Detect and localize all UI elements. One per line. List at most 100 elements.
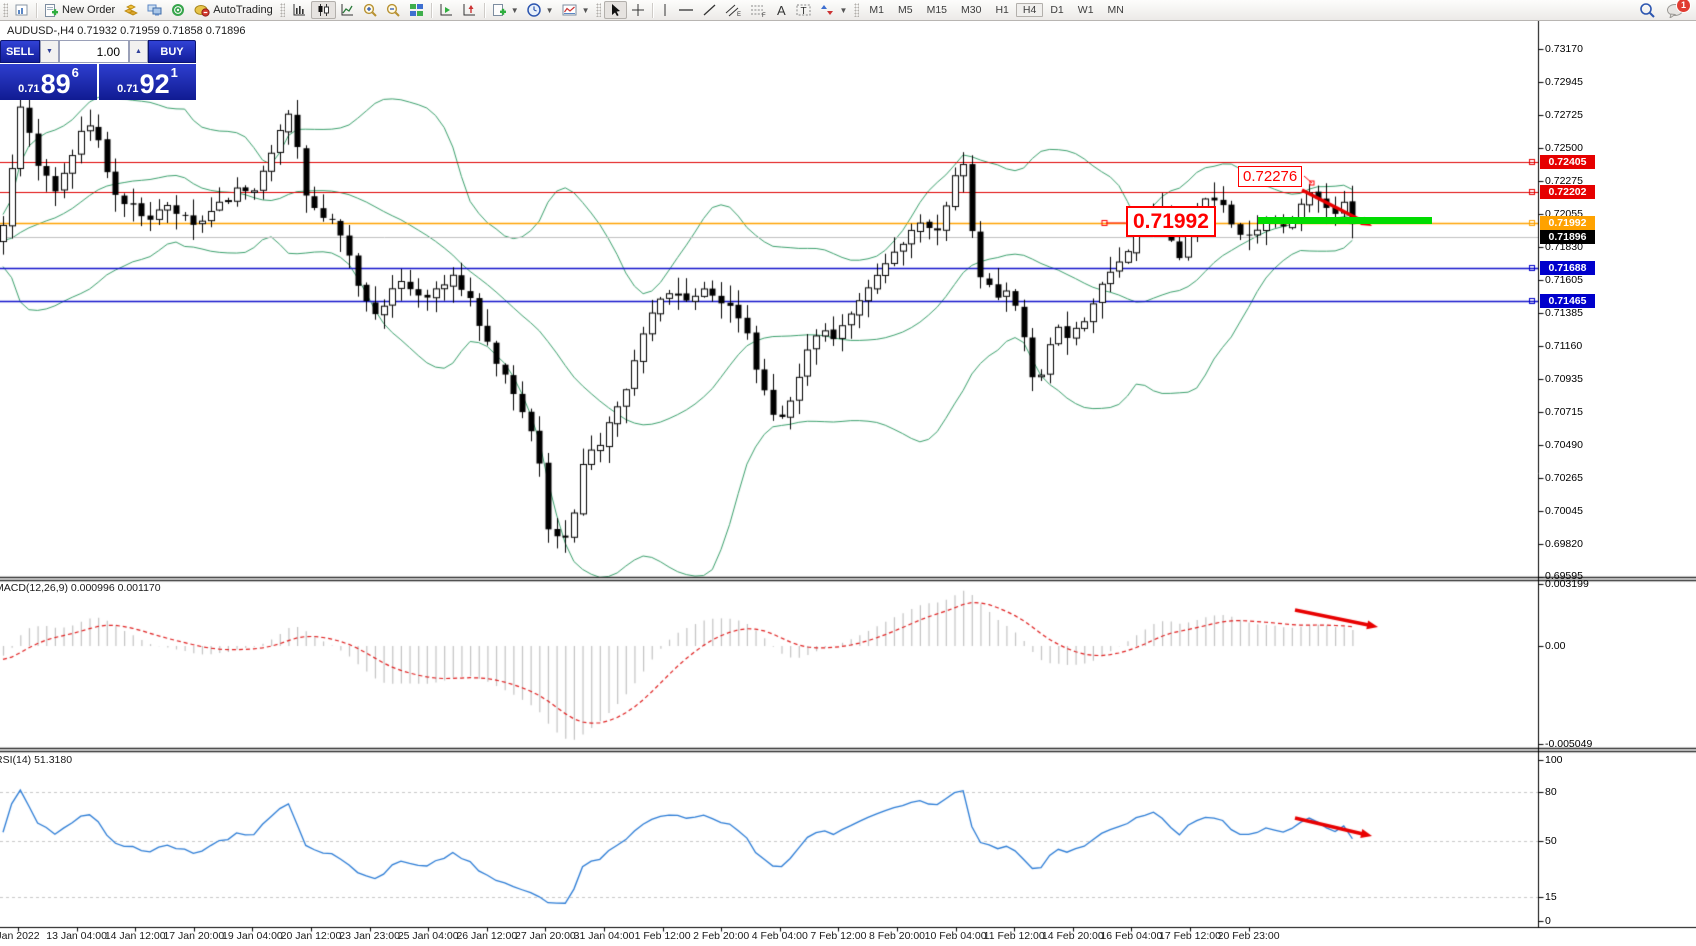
line-chart-mode-button[interactable] <box>336 1 359 19</box>
toolbar-grip[interactable] <box>279 3 285 17</box>
buy-price-sup: 1 <box>170 65 178 80</box>
arrows-tool-button[interactable]: ▼ <box>816 1 851 19</box>
bar-chart-mode-button[interactable] <box>288 1 311 19</box>
text-tool-button[interactable]: A <box>771 1 792 19</box>
line-chart-icon <box>341 4 353 16</box>
annotation-high-price-label[interactable]: 0.72276 <box>1238 166 1303 187</box>
auto-scroll-button[interactable] <box>435 1 458 19</box>
price-axis-tick: 0.70715 <box>1545 405 1583 418</box>
dropdown-arrow-icon: ▼ <box>839 5 848 15</box>
separator <box>652 2 654 18</box>
annotation-green-line[interactable] <box>1258 217 1432 224</box>
cursor-tool-button[interactable] <box>604 1 628 19</box>
annotation-price-label[interactable]: 0.71992 <box>1126 206 1216 237</box>
dropdown-arrow-icon: ▼ <box>581 5 590 15</box>
timeframe-w1[interactable]: W1 <box>1077 4 1094 16</box>
computers-icon <box>147 4 162 16</box>
timeframe-m5[interactable]: M5 <box>898 4 913 16</box>
zoom-out-button[interactable] <box>382 1 405 19</box>
clock-icon <box>526 2 541 17</box>
time-axis-label: 31 Jan 04:00 <box>573 930 635 942</box>
price-axis-tick: 0.71385 <box>1545 306 1583 319</box>
sell-button[interactable]: SELL <box>0 40 40 63</box>
volume-increase-button[interactable]: ▲ <box>129 40 148 63</box>
terminal-button[interactable] <box>143 1 167 19</box>
charts-bar-button[interactable] <box>11 1 33 19</box>
time-axis-label: 20 Jan 12:00 <box>280 930 342 942</box>
price-axis-tick: 0.71160 <box>1545 339 1583 352</box>
rsi-axis-tick: 100 <box>1545 754 1563 766</box>
price-axis-tick: 0.73170 <box>1545 43 1583 55</box>
indicators-button[interactable]: ▼ <box>558 1 594 19</box>
candlestick-mode-button[interactable] <box>310 1 336 19</box>
signals-button[interactable] <box>167 1 190 19</box>
notifications-button[interactable]: 1 <box>1666 0 1691 18</box>
timeframe-mn[interactable]: MN <box>1107 4 1124 16</box>
price-axis-tick: 0.72945 <box>1545 76 1583 89</box>
timeframe-m30[interactable]: M30 <box>961 4 982 16</box>
toolbar-grip[interactable] <box>854 3 860 17</box>
horizontal-line-tool-button[interactable] <box>674 1 698 19</box>
volume-decrease-button[interactable]: ▼ <box>40 40 59 63</box>
signal-icon <box>172 4 185 16</box>
price-axis-tick: 0.69820 <box>1545 537 1583 550</box>
chart-shift-button[interactable] <box>458 1 481 19</box>
zoom-out-icon <box>386 3 400 17</box>
channel-tool-button[interactable]: E <box>721 1 746 19</box>
price-axis-badge: 0.71465 <box>1540 293 1595 308</box>
autotrading-icon <box>194 5 210 17</box>
auto-scroll-icon <box>440 4 452 16</box>
time-axis-label: 19 Jan 04:00 <box>222 930 283 942</box>
template-icon <box>492 4 506 16</box>
price-axis-tick: 0.70265 <box>1545 472 1583 485</box>
toolbar-grip[interactable] <box>3 3 8 17</box>
timeframe-m1[interactable]: M1 <box>869 4 884 16</box>
notification-count-badge: 1 <box>1676 0 1691 13</box>
price-axis-badge: 0.72202 <box>1540 184 1595 199</box>
price-axis-tick: 0.72500 <box>1545 141 1583 154</box>
buy-button[interactable]: BUY <box>148 40 196 63</box>
time-axis-label: 11 Feb 12:00 <box>983 930 1045 942</box>
separator <box>483 2 485 18</box>
sell-price[interactable]: 0.71 89 6 <box>0 64 97 100</box>
timeframe-d1[interactable]: D1 <box>1050 4 1064 16</box>
price-axis-badge: 0.71896 <box>1540 230 1595 245</box>
price-axis-tick: 0.70490 <box>1545 438 1583 451</box>
tile-windows-button[interactable] <box>405 1 428 19</box>
buy-price[interactable]: 0.71 92 1 <box>99 64 196 100</box>
time-axis-label: 27 Jan 20:00 <box>515 930 576 942</box>
time-axis-label: 7 Feb 12:00 <box>810 930 867 942</box>
autotrading-button[interactable]: AutoTrading <box>190 1 277 19</box>
macd-axis-tick: 0.003199 <box>1545 578 1589 590</box>
time-axis-label: 26 Jan 12:00 <box>456 930 518 942</box>
trendline-tool-button[interactable] <box>698 1 721 19</box>
templates-button[interactable]: ▼ <box>488 1 523 19</box>
text-label-icon: T <box>796 4 811 17</box>
crosshair-tool-button[interactable] <box>627 1 649 19</box>
vertical-line-icon <box>664 4 666 16</box>
price-axis-badge: 0.71688 <box>1540 260 1595 275</box>
svg-text:A: A <box>777 3 786 17</box>
search-icon[interactable] <box>1639 2 1656 19</box>
text-label-tool-button[interactable]: T <box>792 1 816 19</box>
timeframe-h1[interactable]: H1 <box>995 4 1009 16</box>
time-axis-label: 1 Feb 12:00 <box>634 930 691 942</box>
timeframe-h4[interactable]: H4 <box>1015 3 1044 17</box>
price-axis-tick: 0.70935 <box>1545 373 1583 386</box>
vertical-line-tool-button[interactable] <box>656 1 674 19</box>
main-toolbar: New Order AutoTrading ▼ ▼ <box>0 0 1696 21</box>
fibonacci-tool-button[interactable]: F <box>746 1 771 19</box>
indicators-icon <box>562 4 577 16</box>
toolbar-grip[interactable] <box>596 3 602 17</box>
time-axis-label: 2 Feb 20:00 <box>693 930 750 942</box>
volume-input[interactable]: 1.00 <box>59 40 129 63</box>
timeframe-m15[interactable]: M15 <box>926 4 948 16</box>
periods-button[interactable]: ▼ <box>523 1 558 19</box>
new-order-button[interactable]: New Order <box>40 1 119 19</box>
zoom-in-button[interactable] <box>359 1 382 19</box>
rsi-axis-tick: 15 <box>1545 890 1557 903</box>
market-watch-button[interactable] <box>119 1 143 19</box>
time-axis-label: 16 Feb 04:00 <box>1100 930 1163 942</box>
price-axis-badge: 0.71992 <box>1540 215 1595 230</box>
